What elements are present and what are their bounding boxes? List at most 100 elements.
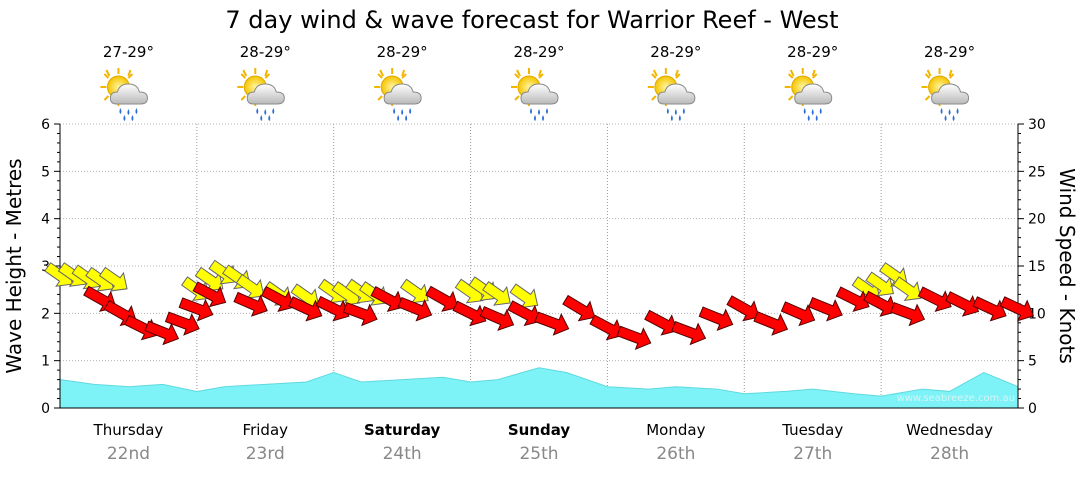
wind-speed-arrow-shape: [863, 290, 897, 317]
wave-direction-arrow-shape: [865, 271, 895, 297]
wind-speed-arrow: [260, 286, 295, 312]
wind-speed-arrow: [164, 311, 200, 336]
day-temperature: 27-29°: [103, 43, 154, 61]
wind-speed-arrow: [999, 296, 1035, 322]
wind-speed-arrow-shape: [178, 297, 214, 322]
wind-speed-arrow-shape: [192, 281, 227, 308]
y-right-tick-label: 30: [1028, 117, 1046, 133]
wind-speed-arrow: [863, 290, 897, 317]
wind-speed-arrow: [835, 286, 870, 313]
day-temperature: 28-29°: [240, 43, 291, 61]
wind-speed-arrow-shape: [144, 320, 180, 346]
x-day-label: Sunday: [508, 421, 571, 439]
day-temperature: 28-29°: [924, 43, 975, 61]
y-left-tick-label: 3: [41, 259, 50, 275]
x-day-label: Wednesday: [906, 421, 993, 439]
wind-speed-arrow-shape: [616, 325, 652, 350]
wave-direction-arrow-shape: [399, 278, 429, 304]
y-left-tick-label: 6: [41, 117, 50, 133]
wind-speed-arrow-shape: [890, 302, 926, 327]
wind-speed-arrow: [425, 285, 459, 312]
wind-speed-arrow: [288, 296, 323, 322]
wind-speed-arrow: [144, 320, 180, 346]
x-date-label: 26th: [656, 444, 695, 464]
y-left-tick-label: 4: [41, 212, 50, 228]
wind-speed-arrow-shape: [698, 306, 734, 332]
wind-speed-arrow: [616, 325, 652, 350]
wind-speed-arrow: [644, 309, 678, 336]
y-right-tick-label: 0: [1028, 401, 1037, 417]
wind-speed-arrow-shape: [780, 301, 816, 327]
y-right-tick-label: 20: [1028, 212, 1046, 228]
wind-speed-arrow-shape: [233, 291, 268, 317]
wind-speed-arrow-shape: [479, 306, 515, 331]
wave-direction-arrow-shape: [194, 266, 224, 292]
y-left-tick-label: 2: [41, 306, 50, 322]
day-temperature: 28-29°: [650, 43, 701, 61]
wind-speed-arrow: [397, 296, 433, 322]
y-left-tick-label: 0: [41, 401, 50, 417]
wind-speed-arrow-shape: [164, 311, 200, 336]
wind-speed-arrow-shape: [671, 320, 707, 346]
day-temperature: 28-29°: [513, 43, 564, 61]
wind-speed-arrow: [479, 306, 515, 331]
wind-speed-arrow-shape: [425, 285, 459, 312]
y-axis-right-label: Wind Speed - Knots: [1055, 168, 1079, 364]
wave-direction-arrow: [235, 273, 265, 299]
wave-height-area: [59, 367, 1019, 409]
wind-speed-arrow-shape: [288, 296, 323, 322]
wind-speed-arrow-shape: [562, 294, 596, 322]
wind-speed-arrow-shape: [589, 314, 624, 341]
wave-direction-arrow-shape: [235, 273, 265, 299]
x-date-label: 27th: [793, 444, 832, 464]
x-day-label: Thursday: [93, 421, 164, 439]
x-date-label: 23rd: [246, 444, 285, 464]
wind-speed-arrow: [192, 281, 227, 308]
wave-direction-arrow-shape: [892, 276, 922, 302]
watermark: www.seabreeze.com.au: [897, 393, 1015, 404]
wind-speed-arrow: [945, 291, 980, 317]
wind-speed-arrow-shape: [342, 302, 378, 327]
cloud-sun-rain-icon: [99, 67, 149, 122]
wind-speed-arrow: [178, 297, 214, 322]
y-right-tick-label: 5: [1028, 354, 1037, 370]
wind-speed-arrow-shape: [507, 300, 541, 327]
wind-speed-arrow-shape: [726, 295, 760, 322]
cloud-sun-rain-icon: [783, 67, 833, 122]
wind-speed-arrow-shape: [999, 296, 1035, 322]
cloud-sun-rain-icon: [510, 67, 559, 122]
cloud-sun-rain-icon: [646, 67, 696, 122]
wind-speed-arrow-shape: [753, 311, 789, 336]
wind-speed-arrow: [452, 300, 487, 327]
wind-speed-arrow: [972, 296, 1007, 322]
wind-speed-arrow-shape: [917, 286, 952, 313]
wind-speed-arrow-shape: [644, 309, 678, 336]
wind-speed-arrow-shape: [397, 296, 433, 322]
y-right-tick-label: 15: [1028, 259, 1046, 275]
wind-speed-arrow-shape: [808, 296, 843, 322]
wave-direction-arrow: [399, 278, 429, 304]
y-axis-left-label: Wave Height - Metres: [2, 158, 26, 373]
wind-speed-arrow: [315, 295, 350, 322]
wind-speed-arrow-shape: [370, 286, 405, 312]
x-day-label: Tuesday: [781, 421, 843, 439]
chart-title: 7 day wind & wave forecast for Warrior R…: [225, 6, 838, 34]
wind-speed-arrow: [780, 301, 816, 327]
y-left-tick-label: 5: [41, 164, 50, 180]
wind-speed-arrow: [808, 296, 843, 322]
wind-speed-arrow: [698, 306, 734, 332]
wind-speed-arrow-shape: [260, 286, 295, 312]
cloud-sun-rain-icon: [920, 67, 970, 122]
wave-direction-arrow: [892, 276, 922, 302]
wave-direction-arrow-shape: [482, 281, 511, 306]
wind-speed-arrow: [534, 311, 570, 336]
wind-speed-arrow: [370, 286, 405, 312]
y-right-tick-label: 10: [1028, 306, 1046, 322]
wind-speed-arrow-shape: [315, 295, 350, 322]
wind-speed-arrow-shape: [534, 311, 570, 336]
wave-direction-arrow: [482, 281, 511, 306]
wind-speed-arrow: [671, 320, 707, 346]
wind-speed-arrow: [589, 314, 624, 341]
wave-direction-arrow-shape: [98, 266, 128, 292]
